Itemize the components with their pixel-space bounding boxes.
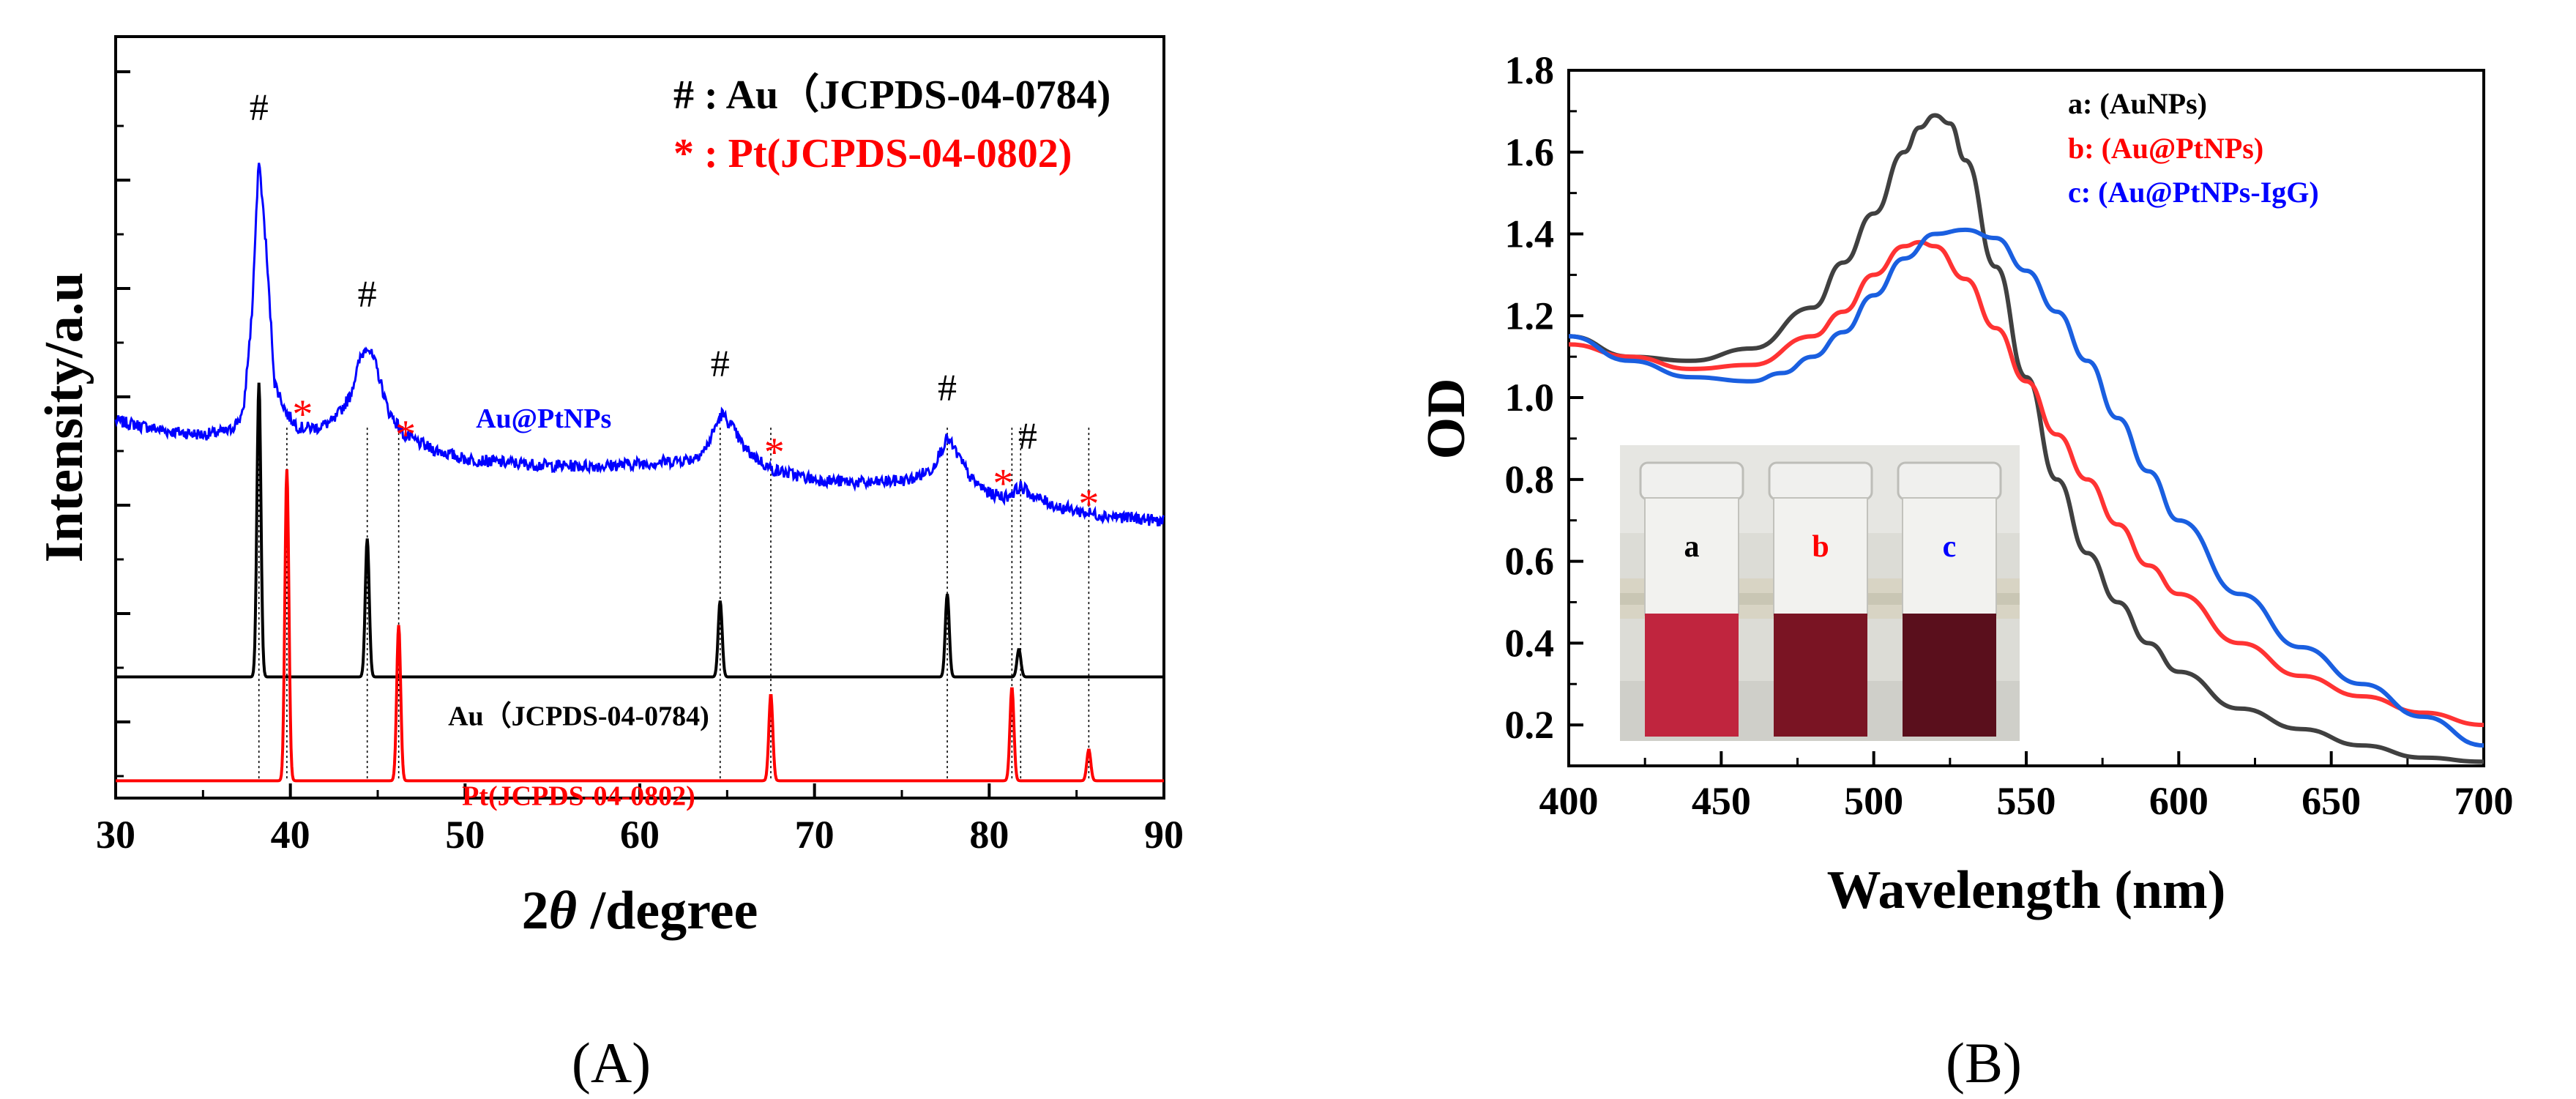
au-peak-marker: # — [358, 274, 377, 316]
vials: a b c — [1639, 461, 2002, 737]
uv-vis-chart: a b c 400 450 500 550 600 650 700 0.2 0.4 0.6 0.8 1.… — [1416, 48, 2514, 1095]
vial-body — [1773, 497, 1868, 616]
vial-solution — [1774, 614, 1867, 737]
xrd-reference-lines — [258, 428, 1090, 781]
vial-label: b — [1812, 530, 1829, 564]
uv-x-tick-label: 650 — [2301, 779, 2361, 823]
uv-x-axis-title: Wavelength (nm) — [1827, 860, 2226, 920]
xrd-series — [114, 163, 1165, 783]
xrd-legend-pt: * : Pt(JCPDS-04-0802) — [673, 131, 1072, 176]
uv-y-tick-label: 0.6 — [1505, 540, 1555, 584]
uv-y-tick-label: 1.4 — [1505, 212, 1555, 256]
xrd-peak-markers: #####* * ** * — [250, 86, 1100, 526]
uv-y-ticks: 0.2 0.4 0.6 0.8 1.0 1.2 1.4 1.6 1.8 — [1505, 48, 1583, 747]
xrd-series-label: Pt(JCPDS-04-0802) — [462, 781, 695, 811]
xrd-legend-au: # : Au（JCPDS-04-0784) — [673, 72, 1110, 118]
uv-y-tick-label: 0.8 — [1505, 458, 1555, 502]
uv-series-au-nps — [1568, 113, 2484, 764]
uv-y-tick-label: 0.4 — [1505, 621, 1555, 665]
uv-series — [1568, 113, 2484, 764]
xrd-x-ticks: 30 40 50 60 70 80 90 — [96, 783, 1184, 857]
uv-x-tick-label: 600 — [2149, 779, 2209, 823]
xrd-series-au-pt-nps — [114, 163, 1165, 526]
xrd-series-label: Au（JCPDS-04-0784) — [448, 701, 709, 732]
xrd-series-labels: Au@PtNPs Au（JCPDS-04-0784) Pt(JCPDS-04-080… — [448, 403, 709, 811]
uv-y-tick-label: 1.0 — [1505, 376, 1555, 420]
uv-y-tick-label: 0.2 — [1505, 703, 1555, 747]
vial-solution — [1903, 614, 1996, 737]
xrd-y-ticks — [116, 70, 130, 778]
xrd-y-axis-title: Intensity/a.u — [34, 272, 94, 563]
vial-label: c — [1943, 530, 1957, 564]
uv-y-axis-title: OD — [1416, 379, 1476, 460]
xrd-legend-au-symbol: # — [673, 72, 694, 118]
xrd-x-tick-label: 70 — [795, 813, 835, 857]
xrd-x-tick-label: 60 — [620, 813, 660, 857]
xrd-legend-pt-sep: : — [694, 131, 728, 176]
xrd-legend-pt-symbol: * — [673, 131, 694, 176]
uv-x-tick-label: 400 — [1539, 779, 1599, 823]
xrd-x-axis-prefix: 2 — [522, 881, 549, 941]
panel-label-a: (A) — [572, 1031, 651, 1095]
xrd-x-tick-label: 40 — [271, 813, 310, 857]
xrd-legend-au-sep: : — [694, 72, 726, 118]
vial-cap — [1639, 461, 1744, 501]
xrd-series-pt-reference — [116, 469, 1164, 783]
uv-y-tick-label: 1.6 — [1505, 130, 1555, 174]
uv-y-tick-label: 1.8 — [1505, 48, 1555, 92]
uv-legend-b: b: (Au@PtNPs) — [2068, 132, 2263, 165]
xrd-x-tick-label: 50 — [445, 813, 485, 857]
uv-y-tick-label: 1.2 — [1505, 294, 1555, 338]
xrd-x-axis-theta: θ — [549, 881, 577, 941]
pt-peak-marker: * — [292, 392, 313, 437]
vial-label: a — [1684, 530, 1700, 564]
vial-body — [1644, 497, 1739, 616]
xrd-series-label: Au@PtNPs — [476, 403, 611, 434]
uv-x-tick-label: 500 — [1844, 779, 1903, 823]
uv-x-tick-label: 550 — [1997, 779, 2056, 823]
xrd-legend-pt-label: Pt(JCPDS-04-0802) — [728, 131, 1072, 176]
xrd-x-axis-suffix: /degree — [577, 881, 758, 941]
au-peak-marker: # — [711, 343, 730, 384]
cuvette-photo-inset: a b c — [1620, 445, 2020, 741]
xrd-x-axis-title: 2θ /degree — [522, 881, 758, 941]
au-peak-marker: # — [1018, 416, 1037, 458]
xrd-series-au-reference — [116, 382, 1164, 679]
au-peak-marker: # — [938, 367, 957, 409]
xrd-chart: 30 40 50 60 70 80 90 #####* * ** * Au@PtNPsAu（JCP… — [34, 35, 1184, 1095]
uv-legend-c: c: (Au@PtNPs-IgG) — [2068, 176, 2319, 209]
pt-peak-marker: * — [764, 430, 785, 475]
uv-x-ticks: 400 450 500 550 600 650 700 — [1539, 751, 2514, 823]
uv-legend-a: a: (AuNPs) — [2068, 87, 2207, 120]
uv-x-tick-label: 700 — [2454, 779, 2514, 823]
uv-series-au-pt-nps-igg — [1568, 227, 2484, 748]
uv-series-au-pt-nps — [1568, 239, 2484, 728]
vial-solution — [1645, 614, 1739, 737]
vial-cap — [1768, 461, 1873, 501]
panel-label-b: (B) — [1946, 1031, 2022, 1095]
xrd-x-tick-label: 80 — [969, 813, 1009, 857]
xrd-x-tick-label: 90 — [1144, 813, 1184, 857]
pt-peak-marker: * — [1078, 482, 1099, 527]
uv-x-tick-label: 450 — [1692, 779, 1751, 823]
xrd-x-tick-label: 30 — [96, 813, 135, 857]
au-peak-marker: # — [250, 86, 269, 128]
vial-cap — [1897, 461, 2002, 501]
pt-peak-marker: * — [993, 461, 1013, 506]
xrd-legend-au-label: Au（JCPDS-04-0784) — [726, 72, 1111, 118]
pt-peak-marker: * — [395, 412, 416, 458]
